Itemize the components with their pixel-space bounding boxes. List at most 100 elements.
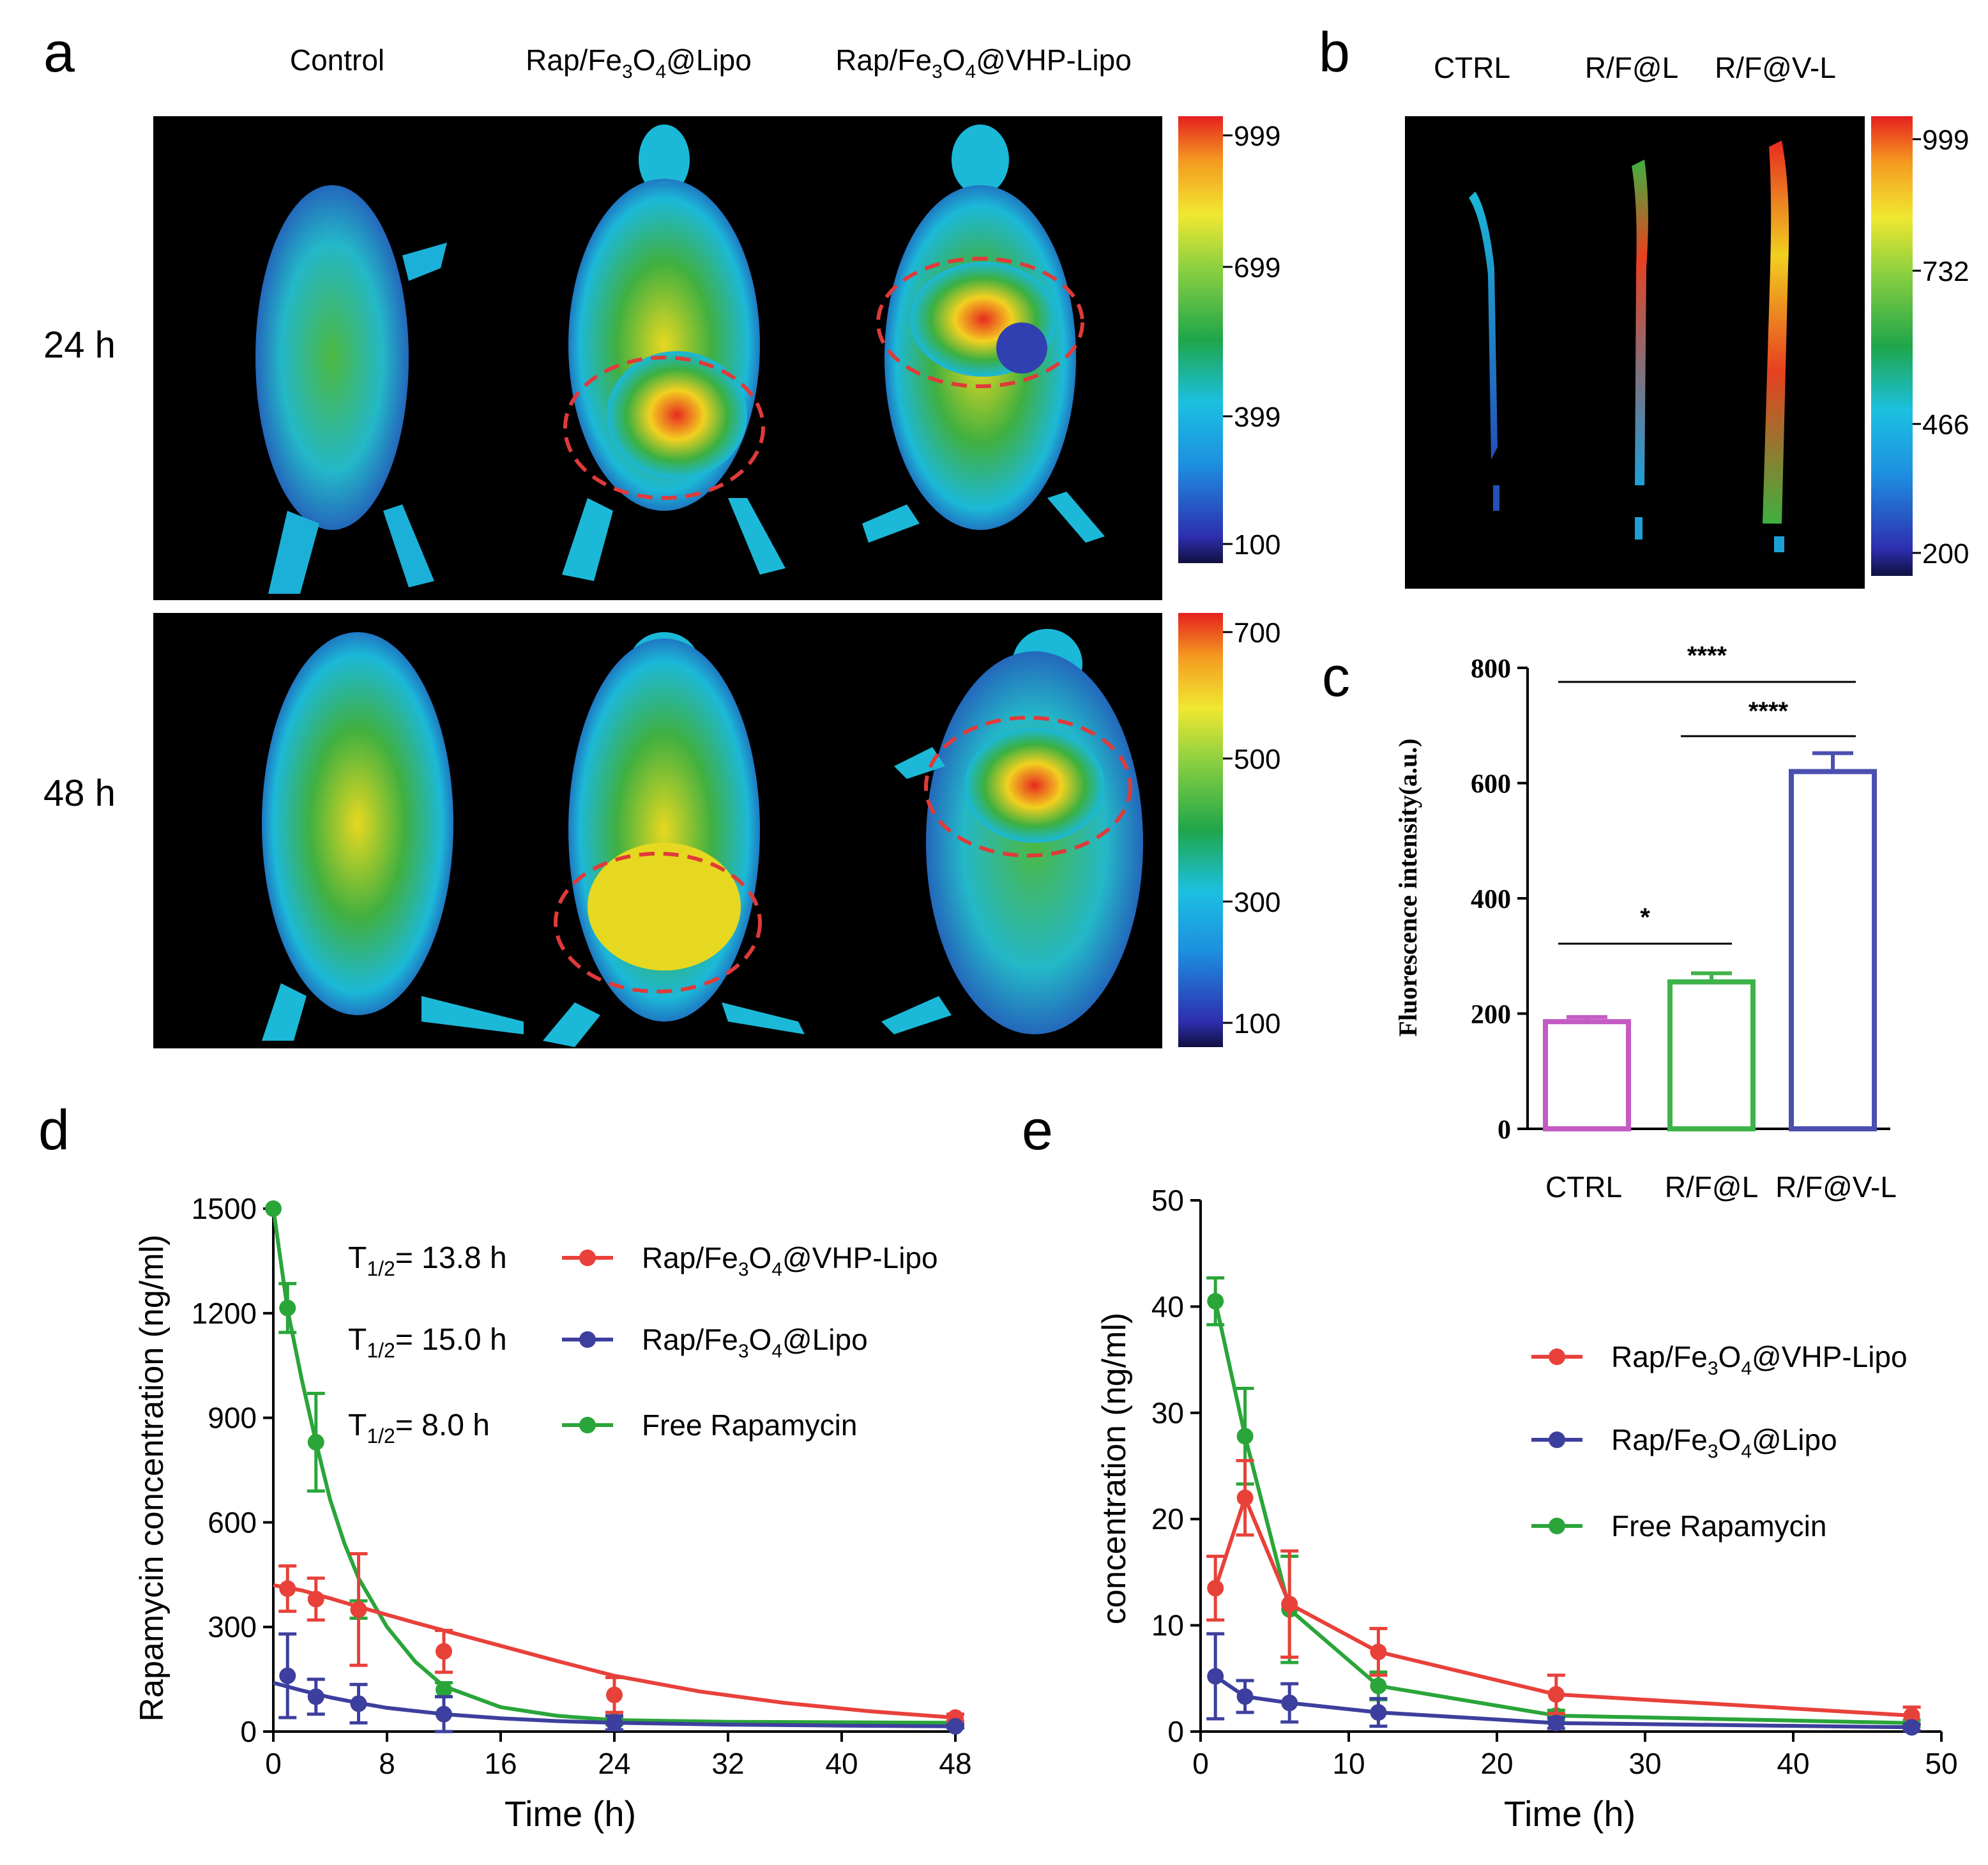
panel-letter-e: e bbox=[1022, 1098, 1053, 1161]
colorbar-48h: 700 500 300 100 bbox=[1178, 613, 1280, 1047]
d-data-point bbox=[307, 1433, 324, 1451]
c-significance-label: **** bbox=[1749, 697, 1789, 725]
c-bar bbox=[1667, 979, 1756, 1132]
c-bar bbox=[1543, 1019, 1631, 1132]
d-data-point bbox=[307, 1590, 324, 1608]
d-legend-marker bbox=[579, 1417, 596, 1433]
e-legend-label: Rap/Fe3O4@VHP-Lipo bbox=[1611, 1340, 1908, 1379]
e-data-point bbox=[1903, 1719, 1920, 1736]
e-data-point bbox=[1281, 1695, 1298, 1712]
e-data-point bbox=[1370, 1704, 1387, 1721]
panel-letter-a: a bbox=[43, 20, 75, 84]
c-y-tick-label: 600 bbox=[1471, 770, 1511, 799]
c-significance: ********* bbox=[1558, 642, 1856, 945]
d-x-tick-label: 32 bbox=[711, 1747, 744, 1780]
e-data-point bbox=[1236, 1489, 1254, 1506]
c-bar bbox=[1789, 769, 1877, 1131]
e-data-point bbox=[1547, 1714, 1565, 1732]
e-data-point bbox=[1236, 1688, 1254, 1705]
d-y-tick-label: 0 bbox=[240, 1715, 257, 1748]
colorbar-b-tick-999: 999 bbox=[1922, 125, 1969, 156]
e-x-tick-label: 50 bbox=[1925, 1747, 1957, 1780]
mouse-control-24h bbox=[255, 185, 447, 594]
colorbar-b-tick-200: 200 bbox=[1922, 538, 1969, 570]
e-x-tick-label: 20 bbox=[1480, 1747, 1513, 1780]
e-axes: 0 10 20 30 40 50 0 10 20 30 40 50 bbox=[1151, 1184, 1958, 1780]
highlight-circle-rap-vhp-lipo-48h bbox=[924, 716, 1132, 857]
d-legend-label: Rap/Fe3O4@VHP-Lipo bbox=[642, 1241, 938, 1280]
e-data-point bbox=[1370, 1643, 1387, 1661]
d-data-point bbox=[436, 1643, 452, 1660]
column-label-ctrl: CTRL bbox=[1434, 51, 1510, 84]
c-significance-label: **** bbox=[1687, 642, 1727, 670]
column-label-rap-lipo: Rap/Fe3O4@Lipo bbox=[526, 43, 752, 82]
c-y-tick-label: 400 bbox=[1471, 885, 1511, 914]
c-y-tick-label: 200 bbox=[1471, 1000, 1511, 1030]
highlight-circle-rap-vhp-lipo-24h bbox=[876, 257, 1084, 388]
d-half-life-label: T1/2= 15.0 h bbox=[348, 1323, 507, 1362]
d-data-point bbox=[947, 1718, 964, 1735]
d-data-point bbox=[606, 1714, 623, 1732]
d-y-tick-label: 1200 bbox=[192, 1297, 257, 1330]
mouse-rap-vhp-lipo-48h bbox=[881, 629, 1143, 1034]
d-data-point bbox=[307, 1688, 324, 1705]
d-data-point bbox=[350, 1695, 367, 1712]
d-data-point bbox=[436, 1705, 452, 1723]
e-legend-label: Rap/Fe3O4@Lipo bbox=[1611, 1423, 1837, 1462]
d-data-point bbox=[350, 1601, 367, 1618]
mouse-control-48h bbox=[262, 632, 524, 1041]
c-x-tick-label: R/F@V-L bbox=[1775, 1170, 1897, 1204]
e-data-point bbox=[1207, 1668, 1224, 1685]
mouse-rap-lipo-24h bbox=[562, 125, 785, 581]
d-axes: 0 300 600 900 1200 1500 0 8 16 24 32 40 48 bbox=[192, 1192, 972, 1780]
d-legend-marker bbox=[579, 1331, 596, 1348]
c-y-tick-label: 0 bbox=[1498, 1115, 1511, 1145]
d-x-axis-label: Time (h) bbox=[505, 1793, 636, 1834]
colorbar-48h-tick-100: 100 bbox=[1234, 1008, 1280, 1039]
e-data-point bbox=[1236, 1428, 1254, 1445]
d-data-point bbox=[279, 1580, 296, 1597]
e-y-axis-label: concentration (ng/ml) bbox=[1096, 1313, 1133, 1624]
e-x-tick-label: 0 bbox=[1192, 1747, 1209, 1780]
e-data-point bbox=[1207, 1580, 1224, 1597]
row-label-24h: 24 h bbox=[43, 324, 116, 366]
e-data-point bbox=[1207, 1293, 1224, 1310]
e-x-tick-label: 30 bbox=[1628, 1747, 1661, 1780]
colorbar-24h-tick-999: 999 bbox=[1234, 121, 1280, 152]
d-x-tick-label: 0 bbox=[265, 1747, 282, 1780]
d-x-tick-label: 48 bbox=[939, 1747, 971, 1780]
panel-letter-c: c bbox=[1322, 645, 1350, 708]
panel-a: a Control Rap/Fe3O4@Lipo Rap/Fe3O4@VHP-L… bbox=[43, 20, 1280, 1048]
aorta-rfvl bbox=[1763, 140, 1789, 552]
panel-letter-d: d bbox=[38, 1098, 70, 1161]
aorta-image bbox=[1405, 116, 1865, 589]
d-x-tick-label: 16 bbox=[484, 1747, 517, 1780]
c-y-axis-label: Fluorescence intensity(a.u.) bbox=[1393, 739, 1422, 1037]
colorbar-24h: 999 699 399 100 bbox=[1178, 116, 1280, 563]
e-legend-label: Free Rapamycin bbox=[1611, 1509, 1826, 1543]
d-data-point bbox=[606, 1686, 623, 1703]
d-y-tick-label: 1500 bbox=[192, 1192, 257, 1225]
column-label-rap-vhp-lipo: Rap/Fe3O4@VHP-Lipo bbox=[835, 43, 1132, 82]
colorbar-48h-tick-700: 700 bbox=[1234, 617, 1280, 649]
c-y-tick-label: 800 bbox=[1471, 654, 1511, 684]
colorbar-b-tick-732: 732 bbox=[1922, 256, 1969, 287]
d-x-tick-label: 8 bbox=[379, 1747, 395, 1780]
colorbar-b: 999 732 466 200 bbox=[1871, 116, 1969, 576]
e-legend-marker bbox=[1549, 1431, 1565, 1448]
panel-letter-b: b bbox=[1319, 20, 1350, 84]
c-bars bbox=[1543, 751, 1877, 1132]
mouse-rap-lipo-48h bbox=[543, 632, 805, 1047]
d-legend-marker bbox=[579, 1250, 596, 1266]
aorta-ctrl bbox=[1469, 192, 1499, 511]
e-data-point bbox=[1903, 1707, 1920, 1725]
d-y-tick-label: 900 bbox=[208, 1401, 257, 1435]
e-legend-marker bbox=[1549, 1518, 1565, 1534]
column-label-rfvl: R/F@V-L bbox=[1715, 51, 1836, 84]
d-half-life-label: T1/2= 13.8 h bbox=[348, 1241, 507, 1280]
d-data-point bbox=[279, 1299, 296, 1317]
c-x-tick-label: CTRL bbox=[1545, 1170, 1622, 1204]
d-legend-label: Rap/Fe3O4@Lipo bbox=[642, 1323, 868, 1362]
e-series-line bbox=[1213, 1495, 1912, 1718]
